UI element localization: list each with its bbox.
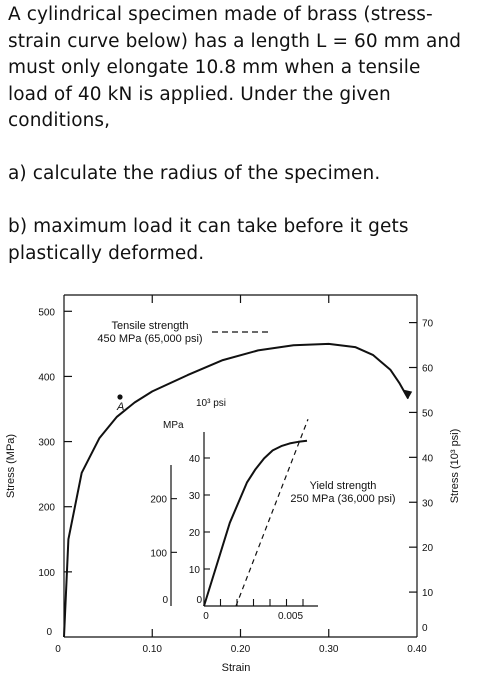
inset-psi-tick-label: 30 bbox=[189, 491, 201, 502]
point-a-marker bbox=[117, 394, 123, 400]
problem-line: A cylindrical specimen made of brass (st… bbox=[8, 4, 433, 25]
y-right-tick-label: 10 bbox=[422, 588, 434, 599]
problem-line: conditions, bbox=[8, 110, 111, 131]
tensile-strength-annotation: Tensile strength 450 MPa (65,000 psi) bbox=[97, 320, 268, 345]
inset-x-tick-label: 0.005 bbox=[278, 611, 303, 622]
inset-y-unit-psi: 10³ psi bbox=[196, 398, 226, 409]
offset-line bbox=[235, 419, 309, 607]
y-right-tick-label: 20 bbox=[422, 543, 434, 554]
yield-strength-label: Yield strength bbox=[310, 480, 377, 492]
tensile-strength-label: Tensile strength bbox=[111, 320, 188, 332]
fracture-arrow bbox=[403, 389, 413, 399]
x-tick-label: 0.30 bbox=[319, 644, 339, 655]
point-a-label: A bbox=[116, 401, 124, 413]
y-right-tick-label: 70 bbox=[422, 319, 434, 330]
inset-psi-tick-label: 0 bbox=[196, 595, 202, 606]
problem-line: must only elongate 10.8 mm when a tensil… bbox=[8, 57, 421, 78]
yield-strength-value: 250 MPa (36,000 psi) bbox=[290, 493, 395, 505]
inset-x-tick-label: 0 bbox=[203, 611, 209, 622]
inset-psi-tick-label: 10 bbox=[189, 565, 201, 576]
x-axis-title: Strain bbox=[222, 662, 251, 674]
y-right-tick-label: 40 bbox=[422, 453, 434, 464]
x-tick-label: 0.20 bbox=[231, 644, 251, 655]
tensile-strength-value: 450 MPa (65,000 psi) bbox=[97, 333, 202, 345]
y-axis-right-title: Stress (10³ psi) bbox=[449, 429, 461, 504]
y-tick-label: 300 bbox=[38, 438, 55, 449]
inset-curve bbox=[203, 439, 308, 607]
part-b-line: plastically deformed. bbox=[8, 242, 205, 264]
inset-mpa-tick-label: 100 bbox=[150, 548, 167, 559]
part-b-line: b) maximum load it can take before it ge… bbox=[8, 216, 409, 237]
stress-strain-curve bbox=[63, 342, 410, 638]
y-axis-title: Stress (MPa) bbox=[5, 434, 17, 498]
chart-frame bbox=[63, 294, 418, 638]
x-tick-label: 0 bbox=[55, 644, 61, 655]
x-tick-label: 0.40 bbox=[407, 644, 427, 655]
y-right-tick-label: 60 bbox=[422, 364, 434, 375]
y-tick-label: 0 bbox=[46, 627, 52, 638]
problem-line: strain curve below) has a length L = 60 … bbox=[8, 30, 462, 52]
y-tick-label: 100 bbox=[38, 568, 55, 579]
inset-y-unit-mpa: MPa bbox=[163, 420, 184, 431]
y-right-tick-label: 30 bbox=[422, 498, 434, 509]
y-right-tick-label: 50 bbox=[422, 408, 434, 419]
inset-mpa-tick-label: 200 bbox=[150, 495, 167, 506]
y-right-tick-label: 0 bbox=[422, 623, 428, 634]
problem-statement: A cylindrical specimen made of brass (st… bbox=[8, 2, 478, 267]
part-a: a) calculate the radius of the specimen. bbox=[8, 163, 381, 184]
yield-strength-annotation: Yield strength 250 MPa (36,000 psi) bbox=[290, 480, 395, 505]
inset-psi-tick-label: 20 bbox=[189, 528, 201, 539]
x-tick-label: 0.10 bbox=[143, 644, 163, 655]
y-tick-label: 200 bbox=[38, 503, 55, 514]
problem-line: load of 40 kN is applied. Under the give… bbox=[8, 83, 391, 105]
y-tick-label: 400 bbox=[38, 372, 55, 383]
y-tick-label: 500 bbox=[38, 307, 55, 318]
inset-psi-tick-label: 40 bbox=[189, 454, 201, 465]
inset-mpa-tick-label: 0 bbox=[162, 595, 168, 606]
